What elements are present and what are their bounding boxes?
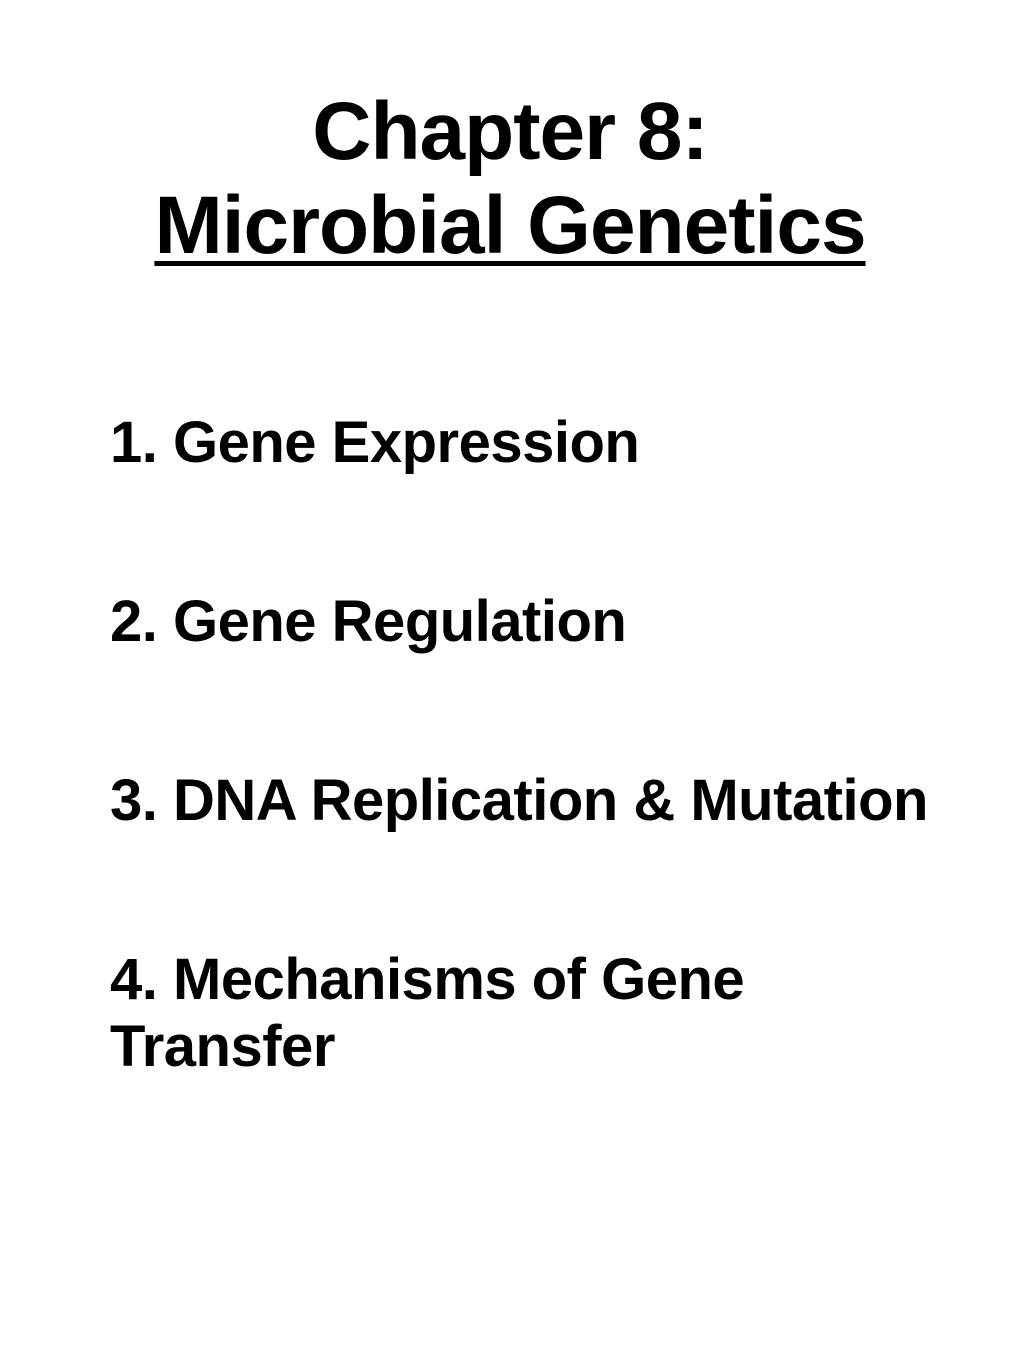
topic-separator: . — [142, 410, 173, 475]
topic-item: 4. Mechanisms of Gene Transfer — [110, 946, 980, 1080]
chapter-number-title: Chapter 8: — [0, 85, 1020, 179]
topic-item: 2. Gene Regulation — [110, 588, 980, 655]
topic-separator: . — [142, 589, 173, 654]
topics-list: 1. Gene Expression 2. Gene Regulation 3.… — [0, 409, 1020, 1080]
chapter-name-title: Microbial Genetics — [0, 179, 1020, 273]
document-page: Chapter 8: Microbial Genetics 1. Gene Ex… — [0, 0, 1020, 1361]
topic-label: Gene Expression — [173, 410, 639, 475]
topic-separator: . — [142, 768, 173, 833]
topic-label: DNA Replication & Mutation — [173, 768, 928, 833]
topic-separator: . — [142, 947, 173, 1012]
topic-number: 1 — [110, 410, 142, 475]
topic-number: 2 — [110, 589, 142, 654]
topic-label: Mechanisms of Gene Transfer — [110, 947, 744, 1079]
topic-item: 1. Gene Expression — [110, 409, 980, 476]
topic-label: Gene Regulation — [173, 589, 626, 654]
topic-number: 3 — [110, 768, 142, 833]
topic-number: 4 — [110, 947, 142, 1012]
topic-item: 3. DNA Replication & Mutation — [110, 767, 980, 834]
